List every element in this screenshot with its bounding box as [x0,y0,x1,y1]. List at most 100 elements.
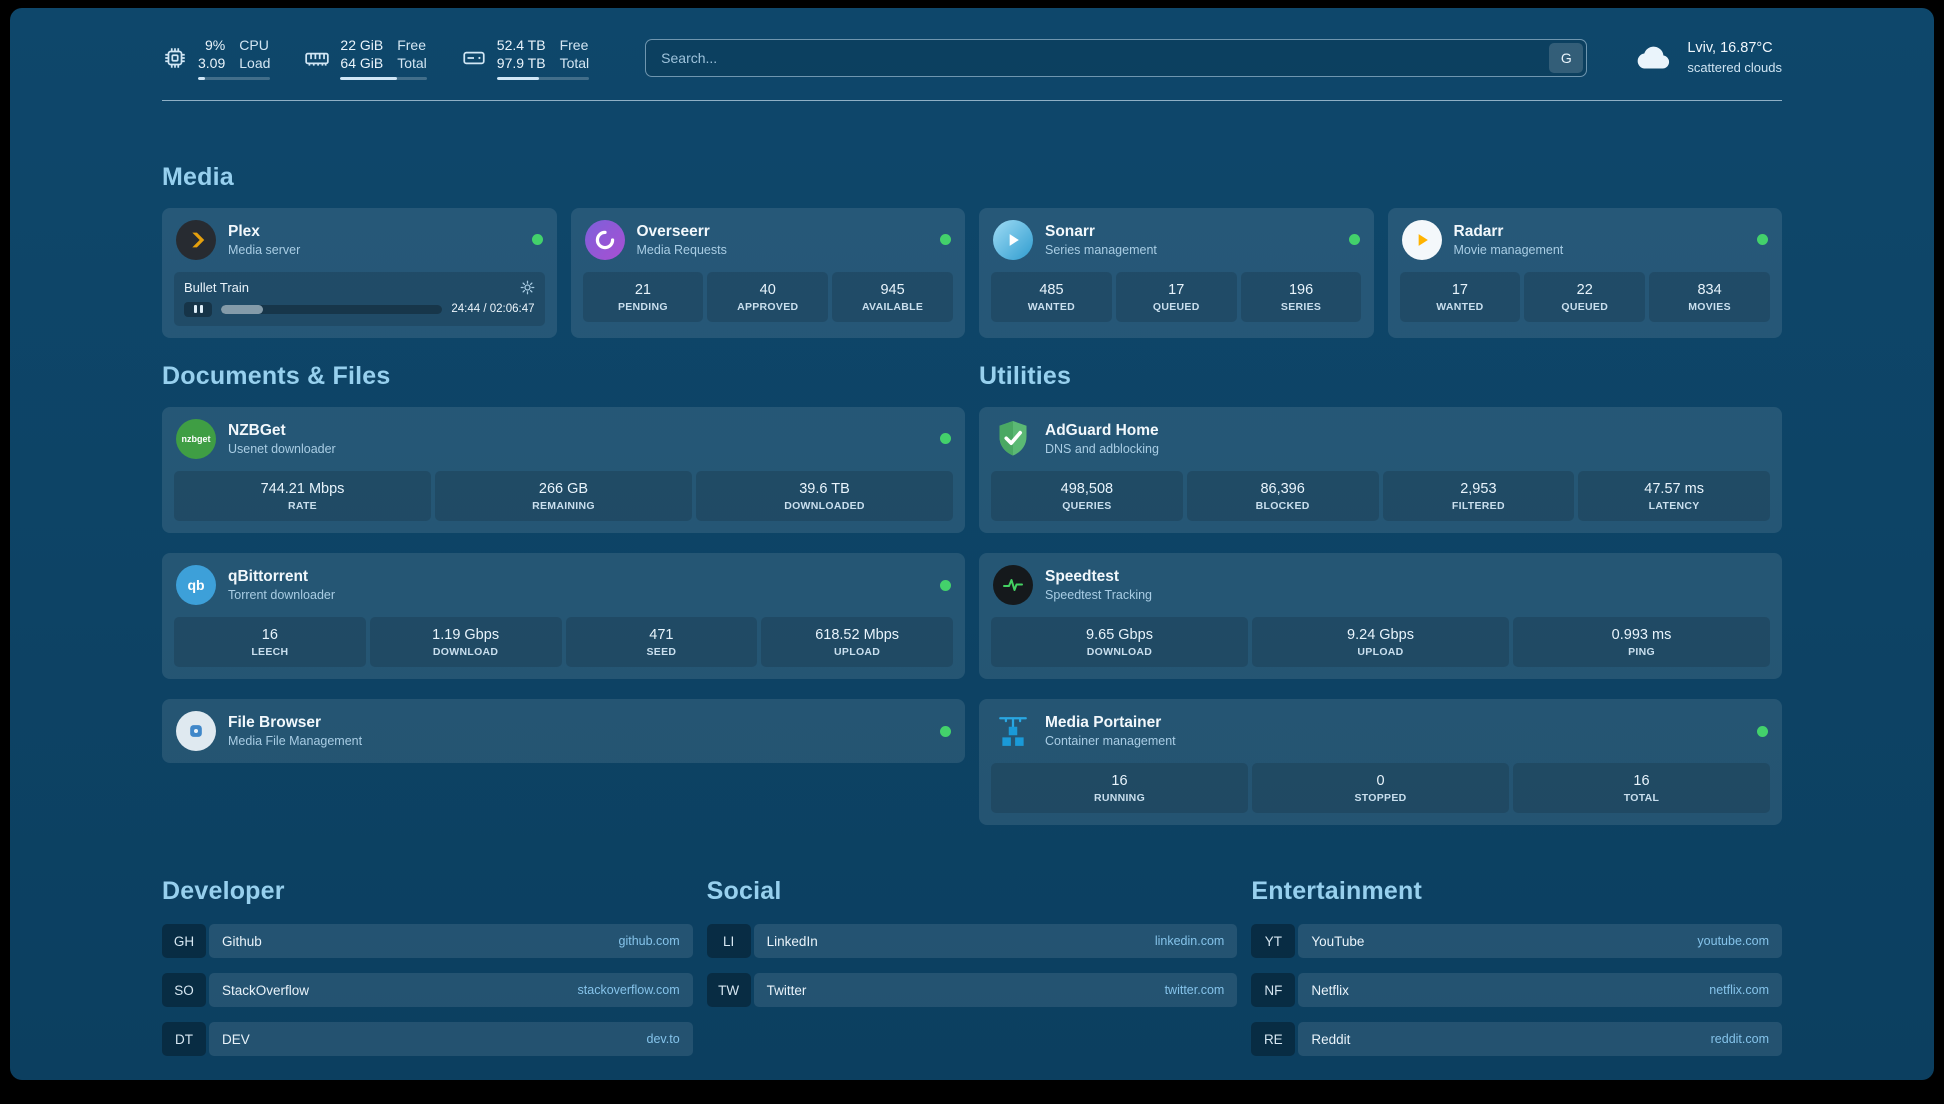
disk-total-value: 97.9 TB [496,55,546,72]
adguard-icon [993,419,1033,459]
qbittorrent-icon: qb [176,565,216,606]
stat-value: 16 [1111,773,1128,790]
bookmark-url: reddit.com [1710,1032,1769,1047]
bookmark-row[interactable]: DT DEV dev.to [162,1022,693,1057]
adguard-link[interactable]: AdGuard Home DNS and adblocking [979,407,1782,471]
bookmark-row[interactable]: SO StackOverflow stackoverflow.com [162,973,693,1008]
stat-value: 16 [1633,773,1650,790]
bookmark-url: dev.to [646,1032,680,1047]
stat-tile: 945 AVAILABLE [832,271,953,323]
bookmarks-social: Social LI LinkedIn linkedin.com TW Twitter tw… [706,877,1238,1008]
stat-label: WANTED [1027,301,1076,314]
weather-widget: Lviv, 16.87°C scattered clouds [1633,39,1782,76]
stat-tile: 16 TOTAL [1513,763,1770,814]
stat-value: 1.19 Gbps [432,627,500,644]
bookmark-body: DEV dev.to [209,1022,693,1057]
portainer-icon [993,711,1033,751]
top-bar: 9% 3.09 CPU Load [162,8,1782,80]
bookmark-url: youtube.com [1697,934,1769,949]
search-provider-button[interactable]: G [1549,42,1584,73]
now-playing-title: Bullet Train [184,279,250,295]
nzbget-icon-text: nzbget [181,433,211,444]
overseerr-stats: 21 PENDING 40 APPROVED 945 AVAILABLE [582,271,954,323]
qbittorrent-stats: 16 LEECH 1.19 Gbps DOWNLOAD 471 SEED 618.52 Mb… [174,617,953,668]
status-dot [940,579,951,591]
bookmark-body: StackOverflow stackoverflow.com [209,973,693,1008]
qbittorrent-link[interactable]: qb qBittorrent Torrent downloader [162,553,965,617]
bookmark-name: YouTube [1311,933,1365,949]
search-input[interactable] [646,39,1547,76]
card-overseerr: Overseerr Media Requests 21 PENDING 40 APPR… [570,207,966,338]
nzbget-link[interactable]: nzbget NZBGet Usenet downloader [162,407,965,471]
stat-value: 86,396 [1260,480,1305,497]
service-subtitle: Series management [1045,242,1157,257]
stat-tile: 22 QUEUED [1524,271,1646,323]
stat-value: 17 [1168,281,1185,298]
stat-label: AVAILABLE [861,301,924,314]
stat-tile: 471 SEED [565,617,758,668]
disk-readout: 52.4 TB 97.9 TB Free Total [496,36,590,80]
stat-label: DOWNLOAD [432,646,499,659]
service-name: Overseerr [636,222,710,240]
weather-condition: scattered clouds [1687,59,1782,75]
bookmark-row[interactable]: RE Reddit reddit.com [1251,1022,1782,1057]
stat-tile: 16 LEECH [174,617,366,668]
bookmark-row[interactable]: TW Twitter twitter.com [706,973,1238,1008]
nzbget-stats: 744.21 Mbps RATE 266 GB REMAINING 39.6 TB DOW… [174,470,953,522]
bookmark-row[interactable]: GH Github github.com [162,924,693,959]
pause-button[interactable] [184,301,212,317]
stat-label: QUERIES [1062,500,1112,513]
bookmark-url: netflix.com [1709,983,1769,998]
stat-label: REMAINING [532,500,595,513]
stat-value: 17 [1451,281,1468,298]
filebrowser-link[interactable]: File Browser Media File Management [162,699,965,763]
bookmark-abbr: DT [162,1022,206,1057]
radarr-link[interactable]: Radarr Movie management [1388,208,1783,272]
bookmark-name: DEV [222,1031,250,1047]
weather-location-temp: Lviv, 16.87°C [1687,40,1773,57]
stat-tile: 498,508 QUERIES [991,470,1183,522]
plex-link[interactable]: Plex Media server [162,208,557,272]
stat-tile: 618.52 Mbps UPLOAD [761,617,953,668]
stat-label: STOPPED [1354,792,1407,805]
stat-label: SEED [646,646,677,659]
memory-total-label: Total [397,55,427,72]
cpu-progress-bar [198,76,271,80]
stat-label: FILTERED [1451,500,1505,513]
stat-value: 618.52 Mbps [815,627,900,644]
speedtest-stats: 9.65 Gbps DOWNLOAD 9.24 Gbps UPLOAD 0.993 ms… [991,617,1770,668]
sonarr-link[interactable]: Sonarr Series management [979,208,1374,272]
settings-gear-icon[interactable] [520,280,535,295]
cpu-usage-value: 9% [205,37,226,53]
bookmark-name: Reddit [1311,1031,1351,1047]
stat-tile: 485 WANTED [991,271,1112,323]
bookmark-body: Twitter twitter.com [753,973,1238,1008]
stat-tile: 40 APPROVED [707,271,829,323]
status-dot [1757,234,1768,246]
memory-total-value: 64 GiB [340,55,384,72]
stat-label: SERIES [1280,301,1322,314]
speedtest-link[interactable]: Speedtest Speedtest Tracking [979,553,1782,617]
status-dot [531,234,543,246]
stat-value: 40 [759,281,776,298]
bookmark-row[interactable]: YT YouTube youtube.com [1251,924,1782,959]
overseerr-link[interactable]: Overseerr Media Requests [571,208,966,272]
portainer-link[interactable]: Media Portainer Container management [979,699,1782,763]
disk-widget: 52.4 TB 97.9 TB Free Total [461,36,590,80]
bookmark-name: Twitter [766,982,807,998]
stat-label: MOVIES [1688,301,1731,314]
service-name: File Browser [228,713,322,731]
status-dot [1757,725,1768,737]
qbittorrent-icon-text: qb [187,577,205,594]
stat-tile: 47.57 ms LATENCY [1578,470,1770,522]
stat-label: UPLOAD [834,646,881,659]
service-name: Speedtest [1045,567,1120,585]
bookmark-row[interactable]: LI LinkedIn linkedin.com [706,924,1238,959]
bookmark-abbr: TW [706,973,751,1008]
stat-value: 9.24 Gbps [1347,627,1414,644]
service-subtitle: Torrent downloader [228,588,336,602]
bookmark-row[interactable]: NF Netflix netflix.com [1251,973,1782,1008]
stat-tile: 2,953 FILTERED [1382,470,1575,522]
bookmarks-developer: Developer GH Github github.com SO StackOverf… [162,877,693,1057]
service-name: NZBGet [228,421,286,439]
